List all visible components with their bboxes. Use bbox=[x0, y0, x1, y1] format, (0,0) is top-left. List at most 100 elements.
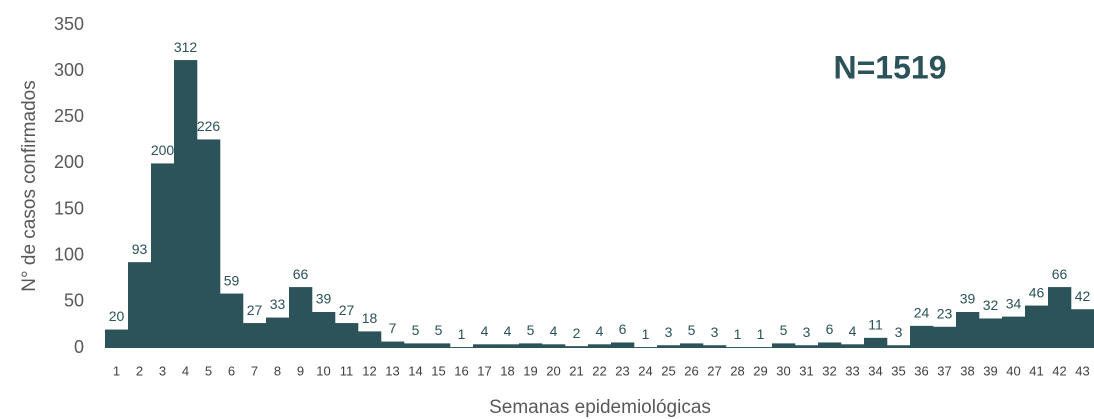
y-tick-label: 300 bbox=[54, 60, 84, 80]
x-tick-label: 33 bbox=[845, 363, 859, 378]
bar bbox=[726, 347, 750, 348]
bar bbox=[473, 344, 497, 348]
x-tick-label: 24 bbox=[638, 363, 652, 378]
x-tick-label: 3 bbox=[159, 363, 166, 378]
bar bbox=[979, 318, 1003, 348]
x-tick-label: 28 bbox=[730, 363, 744, 378]
data-label: 6 bbox=[826, 321, 834, 337]
y-tick-label: 350 bbox=[54, 14, 84, 34]
bar bbox=[1002, 316, 1026, 348]
x-tick-label: 4 bbox=[182, 363, 189, 378]
x-tick-label: 20 bbox=[546, 363, 560, 378]
x-tick-label: 43 bbox=[1075, 363, 1089, 378]
data-label: 33 bbox=[270, 296, 286, 312]
bar bbox=[818, 342, 842, 348]
data-label: 1 bbox=[757, 326, 765, 342]
x-tick-label: 42 bbox=[1052, 363, 1066, 378]
data-label: 3 bbox=[895, 324, 903, 340]
x-tick-label: 31 bbox=[799, 363, 813, 378]
x-tick-label: 12 bbox=[362, 363, 376, 378]
x-tick-label: 11 bbox=[340, 363, 354, 378]
x-tick-label: 29 bbox=[753, 363, 767, 378]
data-label: 5 bbox=[412, 322, 420, 338]
x-tick-label: 10 bbox=[316, 363, 330, 378]
bar bbox=[542, 344, 566, 348]
data-label: 93 bbox=[132, 241, 148, 257]
data-label: 5 bbox=[688, 322, 696, 338]
x-tick-label: 18 bbox=[500, 363, 514, 378]
bar bbox=[243, 323, 267, 348]
data-label: 4 bbox=[481, 323, 489, 339]
bar bbox=[910, 325, 934, 348]
y-tick-label: 200 bbox=[54, 152, 84, 172]
bar bbox=[358, 331, 382, 348]
x-tick-label: 37 bbox=[937, 363, 951, 378]
x-tick-label: 38 bbox=[960, 363, 974, 378]
x-tick-label: 19 bbox=[523, 363, 537, 378]
bar bbox=[289, 287, 313, 348]
x-tick-label: 40 bbox=[1006, 363, 1020, 378]
bar bbox=[795, 345, 819, 348]
data-label: 66 bbox=[1052, 266, 1068, 282]
data-label: 4 bbox=[596, 323, 604, 339]
data-label: 39 bbox=[316, 291, 332, 307]
data-label: 20 bbox=[109, 308, 125, 324]
bar bbox=[1048, 287, 1072, 348]
bar bbox=[588, 344, 612, 348]
data-label: 18 bbox=[362, 310, 378, 326]
bar bbox=[128, 262, 152, 348]
bar bbox=[335, 323, 359, 348]
y-tick-label: 150 bbox=[54, 198, 84, 218]
bar bbox=[220, 293, 244, 348]
bar bbox=[266, 317, 290, 348]
bar bbox=[381, 341, 405, 348]
bar bbox=[174, 60, 198, 348]
bar bbox=[1025, 305, 1049, 348]
data-label: 4 bbox=[550, 323, 558, 339]
data-label: 312 bbox=[174, 39, 198, 55]
data-label: 7 bbox=[389, 320, 397, 336]
data-label: 1 bbox=[458, 326, 466, 342]
bar bbox=[105, 329, 129, 348]
x-tick-label: 15 bbox=[431, 363, 445, 378]
data-label: 34 bbox=[1006, 295, 1022, 311]
data-label: 200 bbox=[151, 142, 175, 158]
data-label: 4 bbox=[504, 323, 512, 339]
x-tick-label: 41 bbox=[1029, 363, 1043, 378]
x-tick-label: 39 bbox=[983, 363, 997, 378]
data-label: 5 bbox=[780, 322, 788, 338]
x-tick-label: 5 bbox=[205, 363, 212, 378]
bar bbox=[703, 345, 727, 348]
x-tick-label: 23 bbox=[615, 363, 629, 378]
x-tick-label: 27 bbox=[707, 363, 721, 378]
bar bbox=[312, 312, 336, 348]
bar bbox=[956, 312, 980, 348]
data-label: 3 bbox=[803, 324, 811, 340]
x-tick-label: 36 bbox=[914, 363, 928, 378]
x-tick-label: 16 bbox=[454, 363, 468, 378]
data-label: 39 bbox=[960, 291, 976, 307]
data-label: 27 bbox=[339, 302, 355, 318]
y-tick-label: 100 bbox=[54, 244, 84, 264]
bar bbox=[450, 347, 474, 348]
bar bbox=[197, 139, 221, 348]
x-tick-label: 7 bbox=[251, 363, 258, 378]
y-tick-label: 0 bbox=[74, 337, 84, 357]
x-axis-label: Semanas epidemiológicas bbox=[489, 397, 711, 418]
x-tick-label: 6 bbox=[228, 363, 235, 378]
bar bbox=[864, 337, 888, 348]
bar bbox=[519, 343, 543, 348]
data-label: 3 bbox=[665, 324, 673, 340]
bar bbox=[427, 343, 451, 348]
x-tick-label: 1 bbox=[113, 363, 120, 378]
bar bbox=[496, 344, 520, 348]
x-tick-label: 22 bbox=[592, 363, 606, 378]
data-label: 5 bbox=[527, 322, 535, 338]
x-tick-label: 35 bbox=[891, 363, 905, 378]
x-tick-label: 2 bbox=[136, 363, 143, 378]
bar bbox=[404, 343, 428, 348]
data-label: 1 bbox=[642, 326, 650, 342]
x-tick-label: 32 bbox=[822, 363, 836, 378]
data-label: 11 bbox=[868, 317, 883, 333]
x-tick-label: 30 bbox=[776, 363, 790, 378]
